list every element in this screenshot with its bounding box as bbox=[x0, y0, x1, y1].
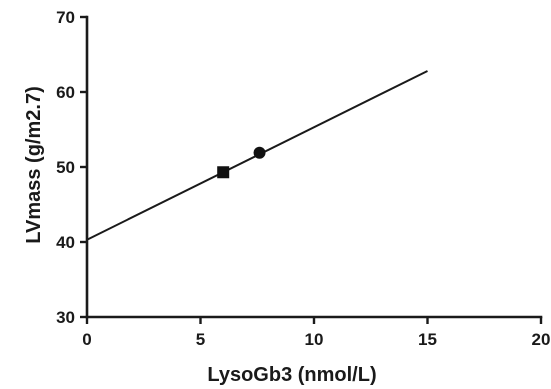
x-tick-label: 5 bbox=[196, 330, 205, 349]
y-tick-label: 60 bbox=[56, 83, 75, 102]
x-ticks: 0 5 10 15 20 bbox=[82, 317, 550, 349]
y-tick-label: 30 bbox=[56, 308, 75, 327]
x-tick-label: 0 bbox=[82, 330, 91, 349]
y-ticks: 30 40 50 60 70 bbox=[56, 8, 87, 327]
circle-marker-point bbox=[253, 146, 266, 159]
x-tick-label: 15 bbox=[418, 330, 437, 349]
x-tick-label: 20 bbox=[532, 330, 551, 349]
y-tick-label: 40 bbox=[56, 233, 75, 252]
square-marker-point bbox=[217, 166, 230, 179]
y-axis-title: LVmass (g/m2.7) bbox=[23, 86, 45, 243]
data-points bbox=[217, 146, 266, 179]
x-tick-label: 10 bbox=[305, 330, 324, 349]
y-tick-label: 50 bbox=[56, 158, 75, 177]
x-axis-title: LysoGb3 (nmol/L) bbox=[207, 364, 376, 386]
y-tick-label: 70 bbox=[56, 8, 75, 27]
